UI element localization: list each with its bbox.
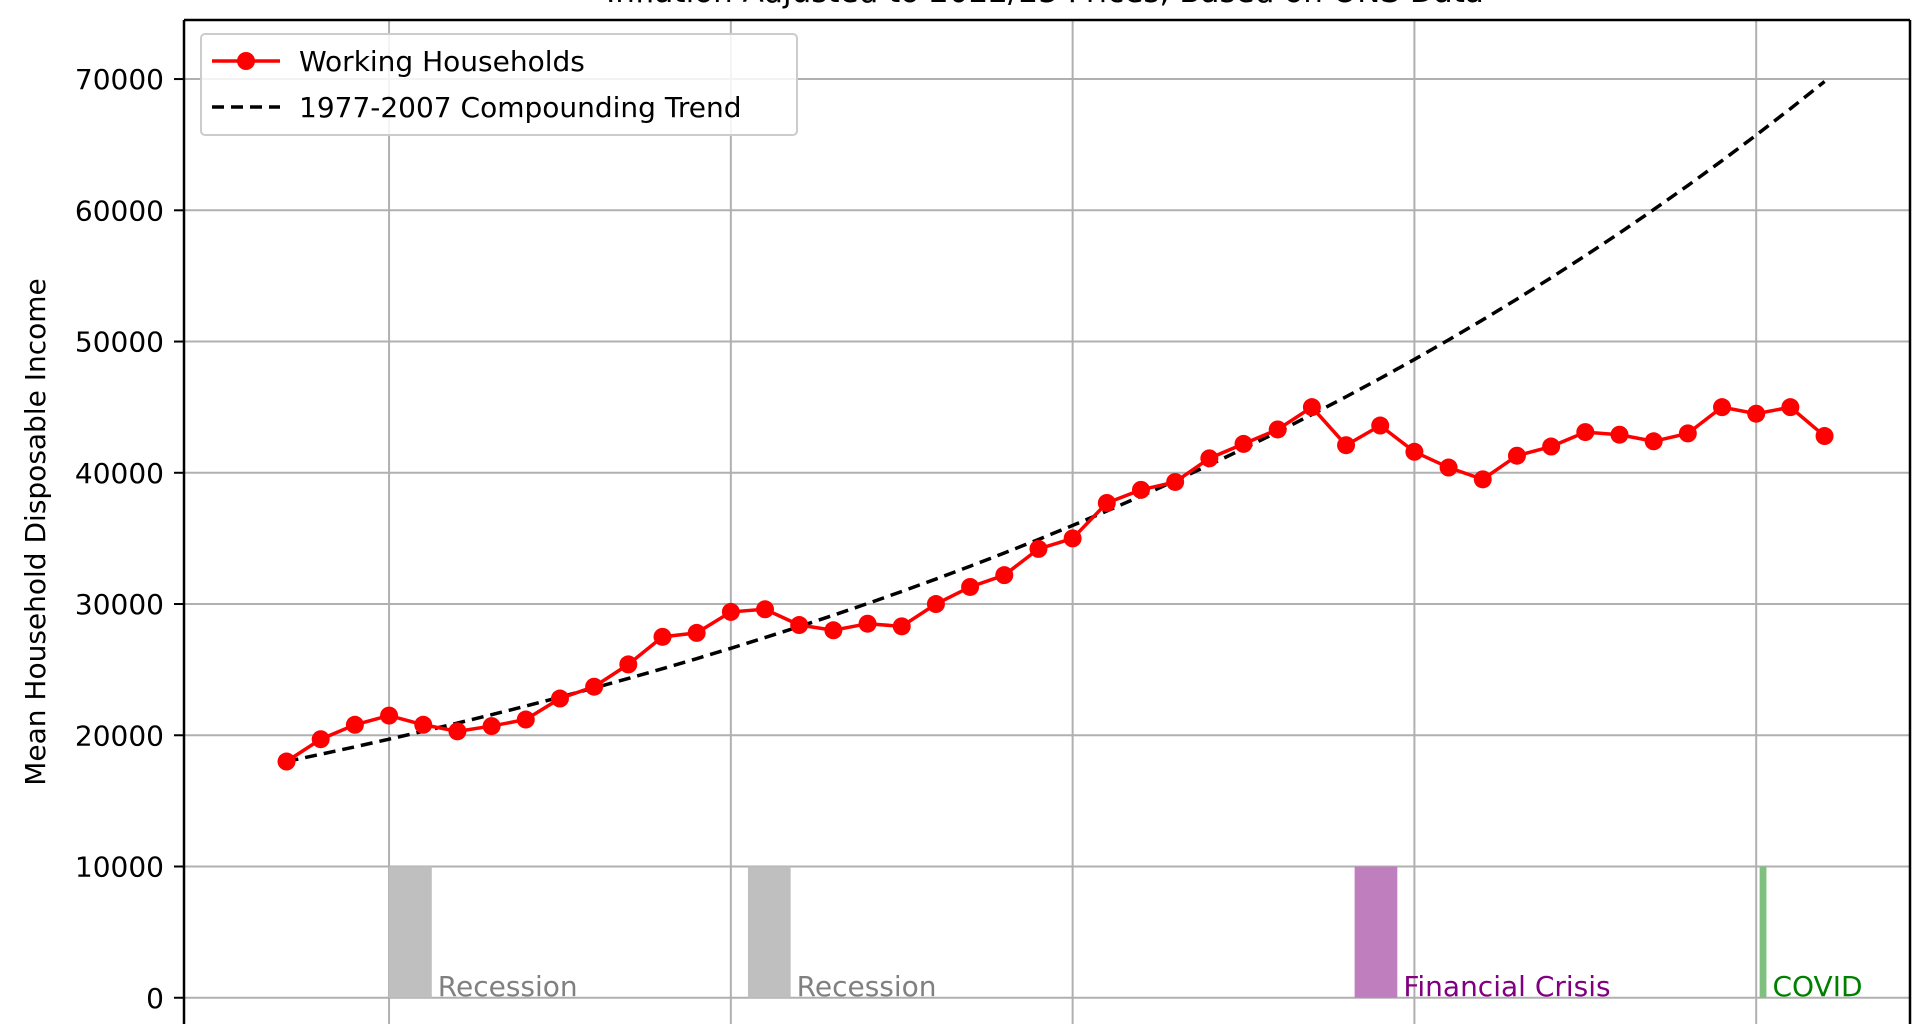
y-tick-label: 60000 <box>75 194 164 227</box>
working-households-line <box>285 404 1826 763</box>
chart-title: Inflation Adjusted to 2022/23 Prices, Ba… <box>606 0 1484 10</box>
data-point <box>824 621 843 640</box>
data-point <box>1644 432 1663 451</box>
data-point <box>1063 529 1082 548</box>
data-point <box>756 600 775 619</box>
y-tick-label: 30000 <box>75 588 164 621</box>
data-point <box>1268 420 1287 439</box>
y-tick-label: 10000 <box>75 851 164 884</box>
y-tick-label: 70000 <box>75 63 164 96</box>
data-point <box>1542 437 1561 456</box>
data-point <box>1405 442 1424 461</box>
legend-box <box>200 33 798 136</box>
y-tick-label: 20000 <box>75 719 164 752</box>
data-point <box>550 689 569 708</box>
data-point <box>1302 398 1321 417</box>
data-point <box>995 566 1014 585</box>
event-bar-recession <box>747 866 791 998</box>
data-point <box>1234 434 1253 453</box>
data-point <box>790 616 809 635</box>
y-tick-label: 50000 <box>75 326 164 359</box>
event-label-financial: Financial Crisis <box>1403 970 1610 1003</box>
data-point <box>345 715 364 734</box>
data-point <box>1439 458 1458 477</box>
data-point <box>380 706 399 725</box>
data-point <box>1747 404 1766 423</box>
data-point <box>926 595 945 614</box>
data-point <box>687 623 706 642</box>
event-label-recession: Recession <box>438 970 578 1003</box>
data-point <box>1576 423 1595 442</box>
event-bar-covid <box>1759 866 1767 998</box>
data-point <box>1815 427 1834 446</box>
data-point <box>1713 398 1732 417</box>
legend-label-trend: 1977-2007 Compounding Trend <box>299 91 741 124</box>
axes: 0 10000 20000 30000 40000 50000 60000 70000 <box>75 18 1912 1024</box>
event-bar-financial <box>1354 866 1398 998</box>
data-point <box>1781 398 1800 417</box>
y-tick-label: 40000 <box>75 457 164 490</box>
data-point <box>516 710 535 729</box>
legend-marker-working <box>237 52 255 70</box>
data-point <box>721 602 740 621</box>
data-point <box>1371 416 1390 435</box>
data-point <box>1131 480 1150 499</box>
event-shading: Recession Recession Financial Crisis COVID <box>389 866 1863 1003</box>
data-point <box>585 677 604 696</box>
data-point <box>414 715 433 734</box>
data-point <box>653 627 672 646</box>
trend-line <box>286 80 1826 764</box>
grid-lines <box>184 20 1910 1024</box>
y-tick-label: 0 <box>146 982 164 1015</box>
data-point <box>482 717 501 736</box>
data-point <box>1029 539 1048 558</box>
data-point <box>1507 446 1526 465</box>
data-point <box>1610 425 1629 444</box>
data-point <box>277 752 296 771</box>
y-axis-label: Mean Household Disposable Income <box>19 278 52 786</box>
legend: Working Households 1977-2007 Compounding … <box>200 33 798 136</box>
data-point <box>858 614 877 633</box>
legend-label-working: Working Households <box>299 45 585 78</box>
data-point <box>1166 472 1185 491</box>
data-point <box>619 655 638 674</box>
data-point <box>892 617 911 636</box>
data-point <box>311 730 330 749</box>
data-point <box>448 722 467 741</box>
data-point <box>1337 436 1356 455</box>
data-point <box>961 577 980 596</box>
data-point <box>1200 449 1219 468</box>
event-label-covid: COVID <box>1772 970 1862 1003</box>
data-point <box>1678 424 1697 443</box>
event-bar-recession <box>389 866 432 998</box>
data-point <box>1473 470 1492 489</box>
series-lines <box>277 80 1834 771</box>
event-label-recession: Recession <box>797 970 937 1003</box>
data-point <box>1097 493 1116 512</box>
